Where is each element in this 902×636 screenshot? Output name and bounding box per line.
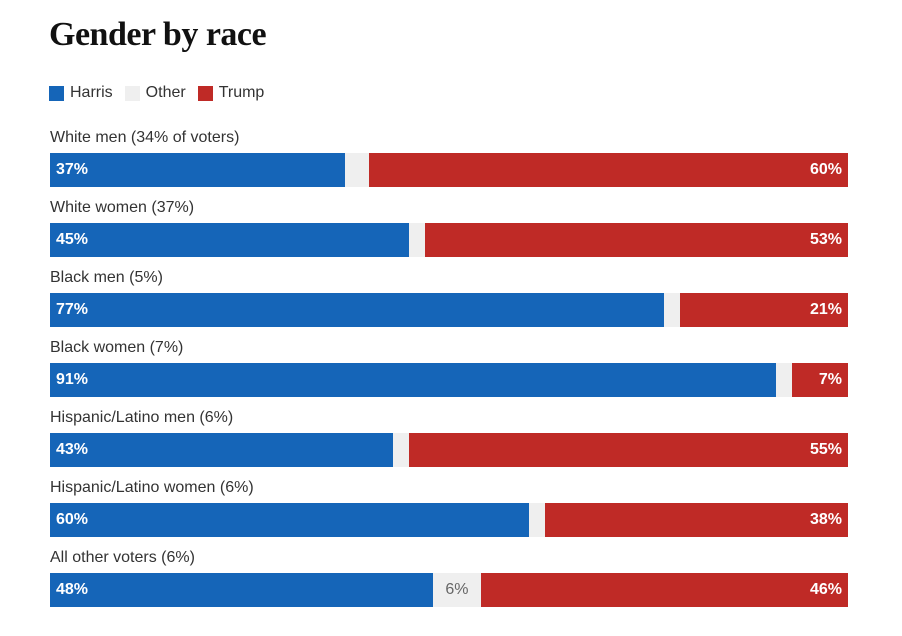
bar-segment-harris: [50, 153, 346, 187]
category-label: White men (34% of voters): [50, 129, 240, 146]
bar-segment-trump: [680, 293, 848, 327]
data-label-trump: 38%: [809, 511, 842, 528]
data-label-other: 6%: [445, 581, 469, 598]
data-label-trump: 60%: [809, 161, 842, 178]
category-label: All other voters (6%): [50, 549, 195, 566]
bar-segment-trump: [544, 503, 848, 537]
legend-label-other: Other: [145, 84, 186, 101]
bar-segment-harris: [50, 363, 777, 397]
data-label-harris: 45%: [56, 231, 89, 248]
data-label-harris: 43%: [56, 441, 89, 458]
bar-row: White women (37%) 45% 53%: [50, 199, 848, 269]
bar-segment-harris: [50, 433, 394, 467]
bar-segment-harris: [50, 573, 434, 607]
data-label-harris: 48%: [56, 581, 89, 598]
stacked-bar: 77% 21%: [50, 293, 848, 327]
stacked-bar: 37% 60%: [50, 153, 848, 187]
data-label-harris: 37%: [56, 161, 89, 178]
bar-segment-trump: [792, 363, 848, 397]
data-label-harris: 60%: [56, 511, 89, 528]
data-label-trump: 46%: [809, 581, 842, 598]
data-label-trump: 55%: [809, 441, 842, 458]
data-label-trump: 53%: [809, 231, 842, 248]
legend-swatch-trump: [197, 85, 213, 101]
bar-row: All other voters (6%) 48% 6% 46%: [50, 549, 848, 619]
bar-row: Hispanic/Latino women (6%) 60% 38%: [50, 479, 848, 549]
bar-segment-harris: [50, 293, 665, 327]
data-label-trump: 7%: [818, 371, 842, 388]
legend-item-harris: Harris: [49, 84, 113, 102]
category-label: Hispanic/Latino women (6%): [50, 479, 254, 496]
stacked-bar: 91% 7%: [50, 363, 848, 397]
bar-segment-other: [393, 433, 410, 467]
bar-segment-other: [776, 363, 793, 397]
bar-segment-other: [664, 293, 681, 327]
legend-item-other: Other: [124, 84, 186, 102]
bar-segment-harris: [50, 223, 410, 257]
chart-rows: White men (34% of voters) 37% 60% White wom…: [50, 129, 848, 619]
category-label: White women (37%): [50, 199, 195, 216]
data-label-harris: 91%: [56, 371, 89, 388]
stacked-bar: 48% 6% 46%: [50, 573, 848, 607]
bar-segment-other: [409, 223, 426, 257]
bar-segment-harris: [50, 503, 529, 537]
data-label-harris: 77%: [56, 301, 89, 318]
stacked-bar: 45% 53%: [50, 223, 848, 257]
bar-segment-other: [345, 153, 370, 187]
category-label: Hispanic/Latino men (6%): [50, 409, 234, 426]
bar-segment-other: [433, 573, 481, 607]
stacked-bar: 60% 38%: [50, 503, 848, 537]
bar-row: Black women (7%) 91% 7%: [50, 339, 848, 409]
category-label: Black men (5%): [50, 269, 163, 286]
data-label-trump: 21%: [809, 301, 842, 318]
chart-title: Gender by race: [49, 16, 267, 53]
bar-segment-trump: [409, 433, 848, 467]
legend-swatch-other: [124, 85, 140, 101]
legend-label-harris: Harris: [70, 84, 113, 101]
bar-row: White men (34% of voters) 37% 60%: [50, 129, 848, 199]
category-label: Black women (7%): [50, 339, 184, 356]
bar-segment-trump: [369, 153, 848, 187]
stacked-bar: 43% 55%: [50, 433, 848, 467]
legend-item-trump: Trump: [197, 84, 265, 102]
legend-label-trump: Trump: [218, 84, 265, 101]
bar-segment-trump: [480, 573, 848, 607]
bar-row: Hispanic/Latino men (6%) 43% 55%: [50, 409, 848, 479]
legend-swatch-harris: [49, 85, 64, 101]
bar-segment-trump: [425, 223, 848, 257]
chart-legend: Harris Other Trump: [49, 84, 276, 102]
bar-segment-other: [528, 503, 545, 537]
bar-row: Black men (5%) 77% 21%: [50, 269, 848, 339]
